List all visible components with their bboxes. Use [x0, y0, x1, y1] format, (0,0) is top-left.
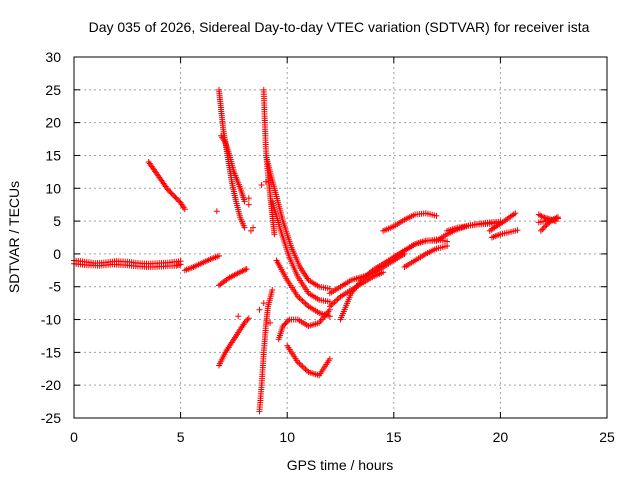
- data-point: [215, 252, 222, 259]
- y-tick-label: 10: [45, 180, 61, 196]
- y-tick-label: 15: [45, 147, 61, 163]
- data-point: [512, 210, 519, 217]
- y-tick-label: 0: [53, 246, 61, 262]
- y-tick-label: -20: [41, 377, 61, 393]
- data-point: [326, 355, 333, 362]
- data-point: [171, 193, 178, 200]
- data-point: [300, 299, 307, 306]
- data-point: [300, 364, 307, 371]
- x-tick-label: 15: [386, 429, 402, 445]
- data-point: [297, 362, 304, 369]
- data-point: [334, 296, 341, 303]
- data-point: [283, 319, 290, 326]
- data-point: [281, 321, 288, 328]
- data-point: [537, 227, 544, 234]
- y-tick-label: -15: [41, 344, 61, 360]
- data-point: [302, 300, 309, 307]
- data-point: [235, 313, 242, 320]
- data-point: [244, 316, 251, 323]
- data-point: [282, 320, 289, 327]
- data-point: [166, 187, 173, 194]
- data-point: [239, 267, 246, 274]
- x-tick-label: 20: [493, 429, 509, 445]
- data-point: [554, 215, 561, 222]
- data-point: [514, 227, 521, 234]
- y-tick-label: -25: [41, 410, 61, 426]
- data-point: [245, 201, 252, 208]
- data-point: [433, 212, 440, 219]
- data-point: [175, 197, 182, 204]
- grid-lines: [74, 57, 607, 418]
- axis-ticks: 0 5 10 15 20 25 -25 -20 -15 -10 -5 0 5 10 15 20 25 30: [41, 49, 615, 445]
- y-tick-label: 25: [45, 82, 61, 98]
- data-point: [243, 266, 250, 273]
- data-point: [242, 266, 249, 273]
- data-point: [285, 317, 292, 324]
- data-point: [168, 190, 175, 197]
- data-point: [538, 213, 545, 220]
- data-point: [241, 224, 248, 231]
- y-tick-label: 20: [45, 115, 61, 131]
- data-point: [213, 208, 220, 215]
- data-point: [444, 243, 451, 250]
- data-point: [326, 313, 333, 320]
- data-point: [543, 222, 550, 229]
- data-point: [328, 302, 335, 309]
- data-point: [331, 299, 338, 306]
- data-point: [172, 194, 179, 201]
- data-point: [262, 178, 269, 185]
- chart-title: Day 035 of 2026, Sidereal Day-to-day VTE…: [89, 19, 590, 35]
- data-point: [247, 227, 254, 234]
- y-tick-label: 5: [53, 213, 61, 229]
- data-point: [245, 315, 252, 322]
- data-point: [177, 261, 184, 268]
- data-point: [169, 191, 176, 198]
- data-point: [297, 296, 304, 303]
- data-point: [296, 294, 303, 301]
- x-tick-label: 5: [177, 429, 185, 445]
- data-point: [240, 267, 247, 274]
- data-point: [542, 223, 549, 230]
- y-axis-label: SDTVAR / TECUs: [6, 181, 22, 293]
- data-points: [71, 86, 561, 415]
- data-point: [299, 363, 306, 370]
- data-point: [299, 297, 306, 304]
- data-point: [218, 280, 225, 287]
- data-point: [250, 224, 257, 231]
- plot-frame: [73, 56, 608, 419]
- y-tick-label: 30: [45, 49, 61, 65]
- data-point: [167, 189, 174, 196]
- data-point: [245, 195, 252, 202]
- data-point: [164, 186, 171, 193]
- data-point: [302, 366, 309, 373]
- data-point: [256, 306, 263, 313]
- data-point: [279, 323, 286, 330]
- data-point: [332, 297, 339, 304]
- x-tick-label: 25: [599, 429, 615, 445]
- x-tick-label: 10: [279, 429, 295, 445]
- data-point: [267, 319, 274, 326]
- data-point: [260, 300, 267, 307]
- y-tick-label: -5: [49, 279, 62, 295]
- data-point: [540, 224, 547, 231]
- data-point: [271, 231, 278, 238]
- data-point: [269, 287, 276, 294]
- data-point: [539, 226, 546, 233]
- data-point: [181, 206, 188, 213]
- x-tick-label: 0: [70, 429, 78, 445]
- y-tick-label: -10: [41, 312, 61, 328]
- data-point: [258, 181, 265, 188]
- data-point: [296, 360, 303, 367]
- x-axis-label: GPS time / hours: [287, 457, 394, 473]
- data-point: [380, 269, 387, 276]
- data-point: [173, 195, 180, 202]
- data-point: [241, 198, 248, 205]
